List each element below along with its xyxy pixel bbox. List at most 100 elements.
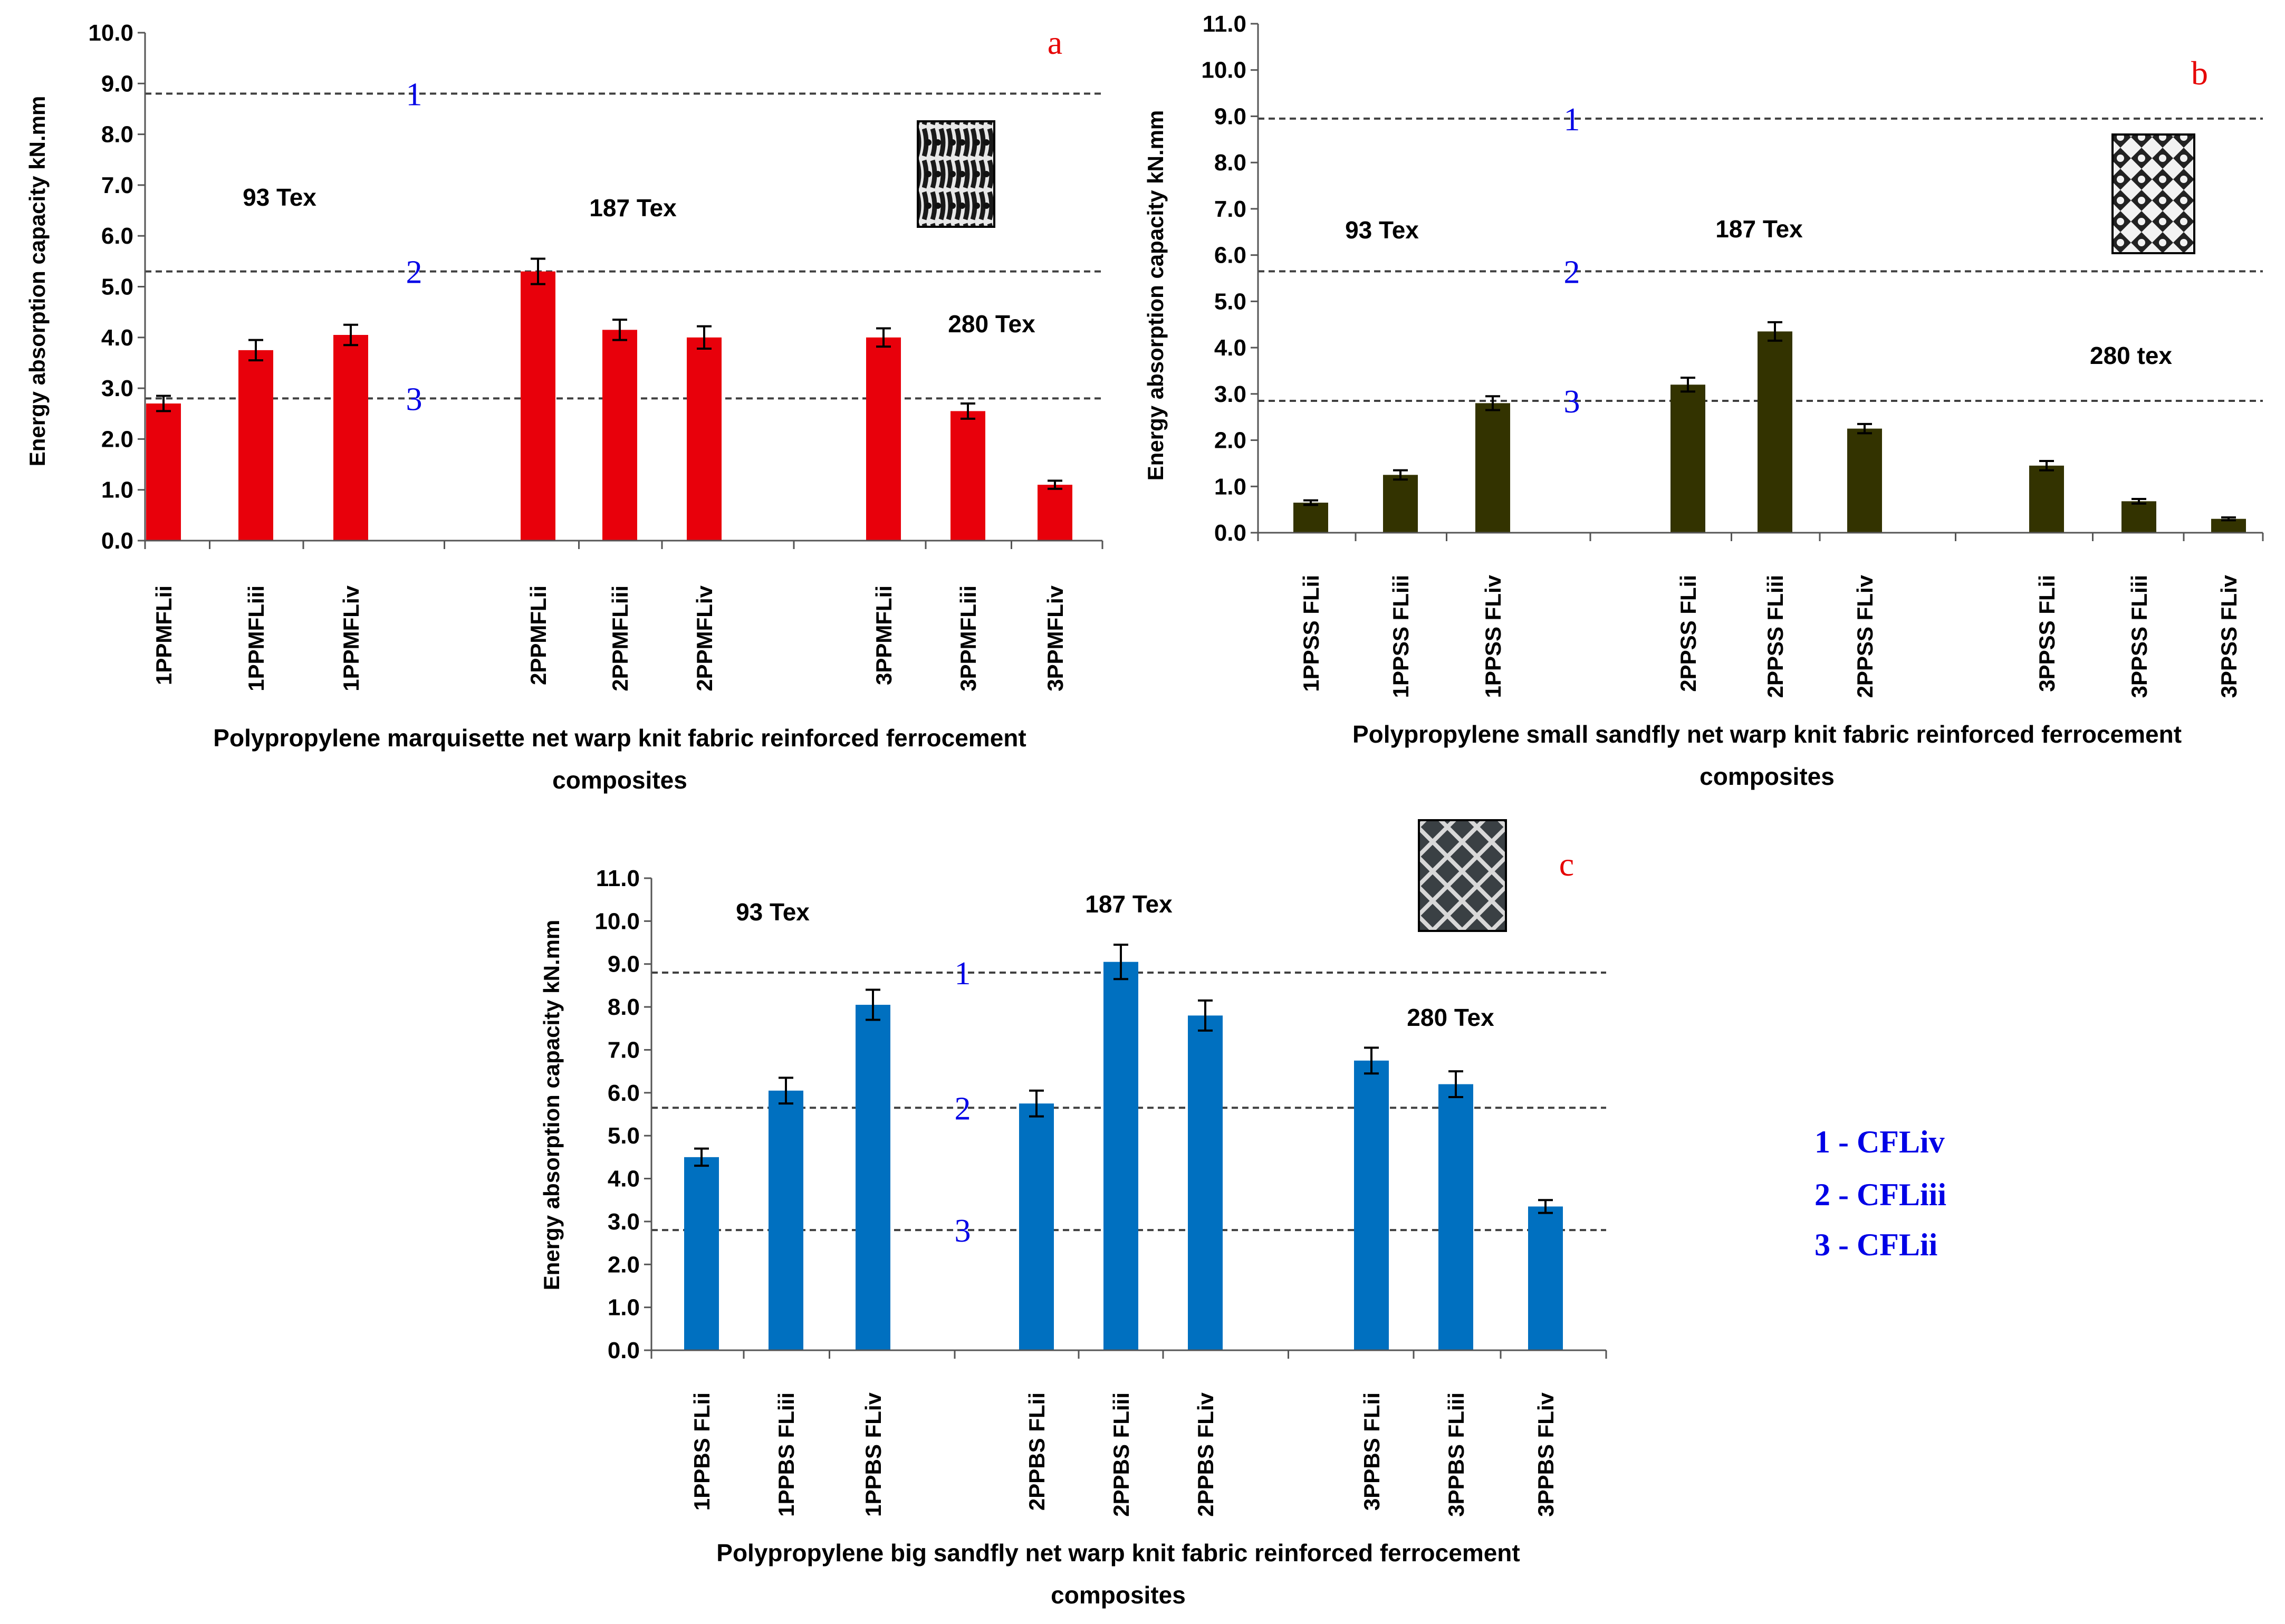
- fabric-thumbnail-a: [917, 120, 995, 228]
- bar-b-3PPSS-FLiii: [2121, 501, 2156, 533]
- y-tick-label-a: 5.0: [101, 274, 133, 300]
- reference-line-legend: 1 - CFLiv 2 - CFLiii 3 - CFLii: [1814, 1125, 1946, 1262]
- y-tick-label-c: 0.0: [608, 1338, 640, 1363]
- y-tick-label-c: 7.0: [608, 1037, 640, 1063]
- y-tick-label-a: 2.0: [101, 426, 133, 452]
- y-tick-label-b: 4.0: [1214, 335, 1246, 361]
- group-label-a-2: 187 Tex: [589, 194, 677, 222]
- x-tick-label-a: 3PPMFLii: [871, 585, 896, 685]
- x-tick-label-c: 3PPBS FLii: [1359, 1392, 1384, 1511]
- y-axis-label-b: Energy absorption capacity kN.mm: [1143, 110, 1168, 481]
- bar-c-3PPBS-FLii: [1354, 1060, 1389, 1350]
- chart-panel-b: 1 2 3 0.0 1.0 2.0 3.0 4.0 5.0 6.0 7.0 8.0 9.0 10.0 11…: [1143, 11, 2264, 790]
- bar-b-1PPSS-FLiv: [1475, 403, 1510, 533]
- reference-line-label-a-3: 3: [406, 381, 423, 417]
- y-tick-label-c: 6.0: [608, 1080, 640, 1106]
- bar-b-2PPSS-FLiii: [1758, 331, 1792, 533]
- reference-line-label-c-3: 3: [955, 1213, 971, 1249]
- x-axis-label-a-line2: composites: [552, 766, 687, 794]
- bar-a-3PPMFLiii: [951, 411, 985, 541]
- bar-c-1PPBS-FLiii: [769, 1090, 803, 1350]
- y-tick-label-c: 8.0: [608, 994, 640, 1020]
- reference-line-label-a-2: 2: [406, 255, 423, 291]
- y-tick-label-b: 8.0: [1214, 150, 1246, 176]
- legend-item-2: 2 - CFLiii: [1814, 1177, 1946, 1212]
- x-tick-label-c: 3PPBS FLiv: [1533, 1392, 1558, 1516]
- y-tick-label-a: 10.0: [88, 20, 133, 46]
- y-tick-label-b: 7.0: [1214, 196, 1246, 222]
- x-tick-label-b: 2PPSS FLii: [1676, 575, 1701, 692]
- y-tick-label-a: 6.0: [101, 223, 133, 249]
- bar-a-3PPMFLii: [866, 337, 901, 541]
- y-tick-label-c: 2.0: [608, 1252, 640, 1277]
- x-tick-label-c: 1PPBS FLiii: [774, 1392, 799, 1517]
- reference-line-label-b-1: 1: [1564, 102, 1580, 138]
- y-tick-label-a: 4.0: [101, 325, 133, 351]
- bar-a-2PPMFLii: [521, 271, 555, 541]
- bar-b-1PPSS-FLiii: [1383, 475, 1418, 533]
- y-tick-label-b: 5.0: [1214, 289, 1246, 314]
- x-tick-label-b: 3PPSS FLiii: [2127, 575, 2152, 698]
- x-tick-label-b: 1PPSS FLii: [1299, 575, 1323, 692]
- y-tick-label-a: 9.0: [101, 71, 133, 97]
- bar-b-2PPSS-FLiv: [1847, 428, 1882, 533]
- x-tick-label-c: 2PPBS FLii: [1024, 1392, 1049, 1511]
- y-tick-label-b: 11.0: [1203, 11, 1246, 37]
- y-tick-label-c: 1.0: [608, 1295, 640, 1321]
- y-tick-label-b: 2.0: [1214, 428, 1246, 454]
- x-axis-label-c-line2: composites: [1051, 1581, 1186, 1609]
- y-tick-label-c: 5.0: [608, 1123, 640, 1149]
- x-tick-label-a: 2PPMFLii: [526, 585, 551, 685]
- bar-a-1PPMFLiv: [333, 334, 368, 541]
- x-tick-label-a: 1PPMFLiii: [244, 585, 268, 691]
- x-tick-label-b: 3PPSS FLii: [2034, 575, 2059, 692]
- x-tick-label-c: 1PPBS FLiv: [861, 1392, 886, 1516]
- y-tick-label-c: 9.0: [608, 952, 640, 977]
- x-tick-label-b: 1PPSS FLiii: [1388, 575, 1413, 698]
- x-tick-label-a: 3PPMFLiii: [956, 585, 981, 691]
- chart-panel-c: 1 2 3 0.0 1.0 2.0 3.0 4.0 5.0 6.0 7.0 8.0 9.0 10.0 11…: [539, 819, 1607, 1609]
- x-tick-label-b: 2PPSS FLiii: [1763, 575, 1788, 698]
- group-label-c-3: 280 Tex: [1407, 1004, 1494, 1031]
- x-tick-label-a: 2PPMFLiii: [608, 585, 632, 691]
- group-label-c-2: 187 Tex: [1085, 890, 1173, 918]
- group-label-c-1: 93 Tex: [736, 898, 810, 926]
- x-tick-label-c: 2PPBS FLiv: [1193, 1392, 1218, 1516]
- reference-line-label-c-1: 1: [955, 956, 971, 992]
- bar-a-1PPMFLiii: [238, 350, 273, 541]
- y-tick-label-a: 1.0: [101, 477, 133, 503]
- x-tick-label-a: 3PPMFLiv: [1043, 585, 1068, 691]
- y-tick-label-a: 3.0: [101, 376, 133, 401]
- panel-letter-c: c: [1559, 845, 1574, 883]
- y-tick-label-a: 8.0: [101, 122, 133, 148]
- x-tick-label-c: 3PPBS FLiii: [1444, 1392, 1468, 1517]
- x-tick-label-b: 2PPSS FLiv: [1852, 574, 1877, 698]
- x-tick-label-b: 1PPSS FLiv: [1481, 574, 1505, 698]
- group-label-a-3: 280 Tex: [948, 310, 1035, 338]
- y-axis-label-a: Energy absorption capacity kN.mm: [25, 96, 50, 467]
- y-tick-label-a: 7.0: [101, 172, 133, 198]
- x-tick-label-c: 2PPBS FLiii: [1109, 1392, 1134, 1517]
- group-label-b-1: 93 Tex: [1345, 216, 1419, 244]
- y-tick-label-c: 3.0: [608, 1209, 640, 1235]
- chart-panel-a: 1 2 3 0.0 1.0 2.0 3.0 4.0 5.0 6.0 7.0 8.0 9.0 10.0 1…: [25, 20, 1103, 794]
- bar-b-2PPSS-FLii: [1670, 385, 1705, 533]
- y-tick-label-b: 1.0: [1214, 474, 1246, 499]
- bar-a-2PPMFLiv: [687, 337, 722, 541]
- fabric-thumbnail-b: [2111, 133, 2195, 254]
- x-tick-label-b: 3PPSS FLiv: [2216, 574, 2241, 698]
- x-axis-label-a-line1: Polypropylene marquisette net warp knit …: [213, 724, 1026, 752]
- y-tick-label-b: 6.0: [1214, 243, 1246, 268]
- y-tick-label-b: 0.0: [1214, 520, 1246, 546]
- bar-c-2PPBS-FLiv: [1188, 1015, 1223, 1350]
- reference-line-label-a-1: 1: [406, 77, 423, 113]
- x-tick-label-a: 1PPMFLii: [151, 585, 176, 685]
- reference-line-label-b-3: 3: [1564, 384, 1580, 420]
- y-tick-label-c: 4.0: [608, 1166, 640, 1192]
- bar-c-2PPBS-FLii: [1019, 1103, 1054, 1350]
- bar-c-3PPBS-FLiii: [1438, 1084, 1473, 1350]
- bar-c-3PPBS-FLiv: [1528, 1206, 1563, 1350]
- bar-c-2PPBS-FLiii: [1103, 962, 1138, 1350]
- bar-a-1PPMFLii: [146, 403, 181, 541]
